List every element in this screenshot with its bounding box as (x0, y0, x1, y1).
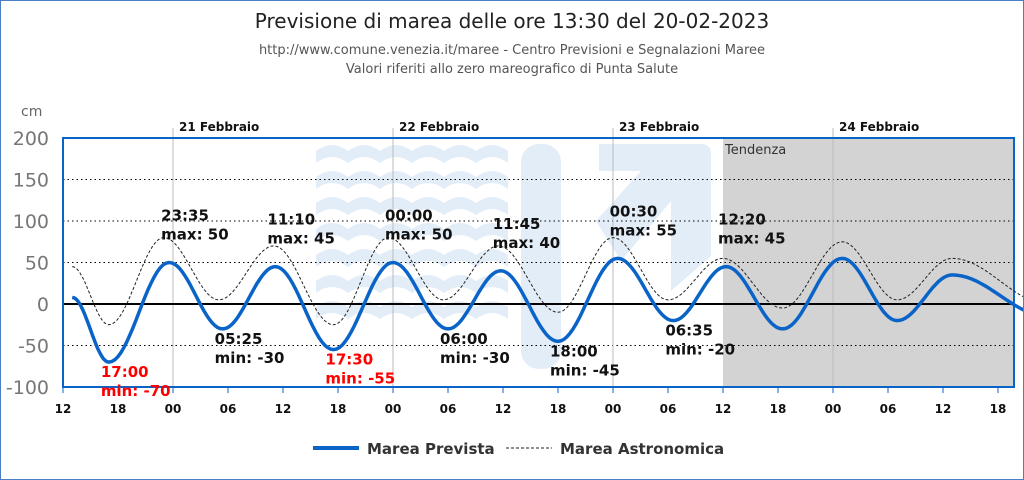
annotation-time: 00:00 (385, 207, 433, 225)
watermark-wave (316, 171, 508, 189)
annotation-time: 12:20 (718, 211, 766, 229)
x-tick-label: 00 (825, 402, 842, 416)
annotation-time: 23:35 (161, 207, 209, 225)
annotation-time: 06:35 (665, 322, 713, 340)
day-label: 21 Febbraio (179, 120, 259, 134)
x-tick-label: 18 (990, 402, 1007, 416)
annotation-time: 18:00 (550, 342, 598, 360)
annotation-value: min: -45 (550, 361, 620, 379)
x-tick-label: 06 (440, 402, 457, 416)
x-tick-label: 06 (220, 402, 237, 416)
annotation-time: 05:25 (215, 330, 263, 348)
annotation-time: 11:45 (493, 215, 541, 233)
y-tick-label: 50 (25, 253, 49, 275)
series-prevista (71, 256, 1023, 364)
series-astronomica (72, 237, 1023, 326)
annotation-value: max: 50 (385, 226, 453, 244)
x-tick-label: 12 (935, 402, 952, 416)
annotation-value: max: 55 (610, 221, 678, 239)
watermark-wave (316, 145, 508, 163)
day-label: 23 Febbraio (619, 120, 699, 134)
y-tick-label: 200 (13, 128, 49, 150)
annotation-value: max: 45 (718, 230, 786, 248)
watermark-wave (316, 197, 508, 215)
x-tick-label: 00 (385, 402, 402, 416)
annotation-time: 06:00 (440, 330, 488, 348)
x-tick-label: 12 (715, 402, 732, 416)
annotation-value: min: -55 (325, 370, 395, 388)
y-tick-label: -50 (18, 336, 49, 358)
watermark-bar (521, 144, 561, 369)
watermark-wave (316, 249, 508, 267)
y-tick-label: -100 (6, 377, 49, 399)
y-tick-label: 100 (13, 211, 49, 233)
annotation-value: max: 50 (161, 226, 229, 244)
plot-frame (62, 137, 1015, 388)
annotation-value: min: -70 (101, 382, 171, 400)
chart-title: Previsione di marea delle ore 13:30 del … (254, 9, 770, 33)
annotation-value: max: 40 (493, 234, 561, 252)
x-tick-label: 18 (770, 402, 787, 416)
x-tick-label: 18 (550, 402, 567, 416)
legend-astronomica-label: Marea Astronomica (560, 440, 724, 458)
annotation-time: 17:00 (101, 363, 149, 381)
annotation-value: min: -30 (215, 349, 285, 367)
annotation-time: 11:10 (267, 211, 315, 229)
x-tick-label: 06 (660, 402, 677, 416)
watermark-wave (316, 223, 508, 241)
x-tick-label: 18 (110, 402, 127, 416)
annotation-time: 17:30 (325, 351, 373, 369)
annotation-time: 00:30 (610, 202, 658, 220)
y-axis-label: cm (21, 104, 42, 120)
x-tick-label: 12 (55, 402, 72, 416)
x-tick-label: 18 (330, 402, 347, 416)
legend-prevista-label: Marea Prevista (367, 440, 495, 458)
x-tick-label: 00 (605, 402, 622, 416)
trend-label: Tendenza (724, 143, 786, 158)
watermark-arrow (596, 144, 711, 291)
day-label: 22 Febbraio (399, 120, 479, 134)
reference-text: Valori riferiti allo zero mareografico d… (345, 62, 679, 77)
x-tick-label: 00 (165, 402, 182, 416)
annotation-value: min: -20 (665, 341, 735, 359)
y-tick-label: 150 (13, 170, 49, 192)
source-text: http://www.comune.venezia.it/maree - Cen… (258, 43, 766, 58)
y-tick-label: 0 (37, 294, 49, 316)
annotation-value: max: 45 (267, 230, 335, 248)
watermark-wave (316, 275, 508, 293)
x-tick-label: 12 (275, 402, 292, 416)
annotation-value: min: -30 (440, 349, 510, 367)
x-tick-label: 06 (880, 402, 897, 416)
x-tick-label: 12 (495, 402, 512, 416)
day-label: 24 Febbraio (839, 120, 919, 134)
